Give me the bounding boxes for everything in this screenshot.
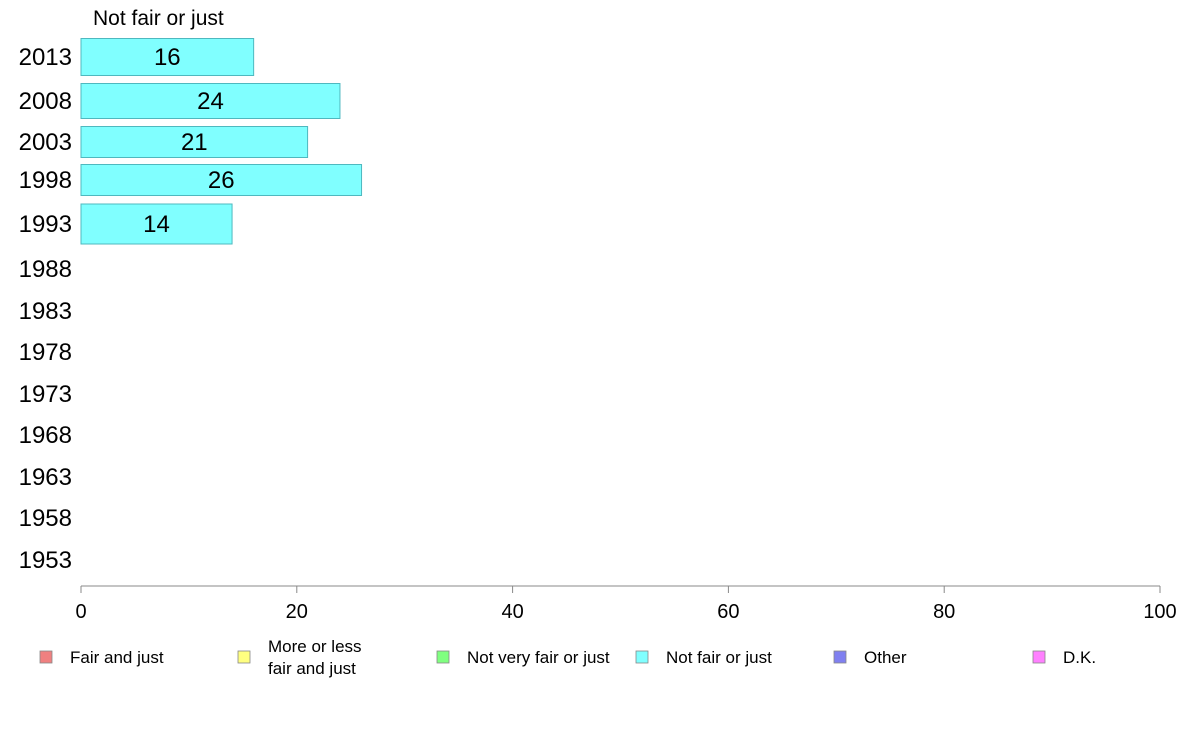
legend-swatch-fair-and-just — [39, 650, 53, 664]
x-tick-label-100: 100 — [1143, 601, 1176, 623]
bar-label-1998: 26 — [208, 167, 235, 194]
x-tick-label-40: 40 — [501, 601, 523, 623]
legend-label-not-very-fair-or-just: Not very fair or just — [467, 648, 610, 667]
legend: Fair and just More or less fair and just No… — [39, 637, 1096, 678]
legend-swatch-not-fair-or-just — [635, 650, 649, 664]
bar-2008 — [80, 83, 341, 119]
legend-label-not-fair-or-just: Not fair or just — [666, 648, 772, 667]
legend-label-fair-and-just: Fair and just — [70, 648, 164, 667]
year-label-1958: 1958 — [19, 505, 72, 532]
bar-2003 — [80, 126, 309, 158]
year-label-1968: 1968 — [19, 422, 72, 449]
bar-2013 — [80, 38, 255, 76]
bar-label-2008: 24 — [197, 88, 224, 115]
year-label-1998: 1998 — [19, 167, 72, 194]
x-tick-label-80: 80 — [933, 601, 955, 623]
year-label-1993: 1993 — [19, 211, 72, 238]
year-labels: 2013 2008 2003 1998 1993 1988 1983 1978 1973 1968… — [19, 44, 72, 574]
year-label-1973: 1973 — [19, 381, 72, 408]
year-label-1988: 1988 — [19, 256, 72, 283]
bar-label-2003: 21 — [181, 129, 208, 156]
year-label-2003: 2003 — [19, 129, 72, 156]
chart-title: Not fair or just — [93, 7, 224, 30]
legend-label-more-or-less-fair-and-just: More or less fair and just — [268, 637, 362, 678]
year-label-2013: 2013 — [19, 44, 72, 71]
legend-label-d-k: D.K. — [1063, 648, 1096, 667]
legend-swatch-d-k — [1032, 650, 1046, 664]
year-label-2008: 2008 — [19, 88, 72, 115]
x-axis: 0 20 40 60 80 100 — [75, 585, 1177, 623]
bar-1998 — [80, 164, 363, 196]
year-label-1963: 1963 — [19, 464, 72, 491]
bar-label-1993: 14 — [143, 211, 170, 238]
legend-swatch-more-or-less-fair-and-just — [237, 650, 251, 664]
legend-swatch-not-very-fair-or-just — [436, 650, 450, 664]
legend-label-other: Other — [864, 648, 907, 667]
bar-label-2013: 16 — [154, 44, 181, 71]
year-label-1978: 1978 — [19, 339, 72, 366]
bar-1993 — [80, 203, 233, 245]
year-label-1983: 1983 — [19, 298, 72, 325]
x-tick-label-20: 20 — [286, 601, 308, 623]
x-tick-label-60: 60 — [717, 601, 739, 623]
x-tick-label-0: 0 — [75, 601, 86, 623]
year-label-1953: 1953 — [19, 547, 72, 574]
legend-swatch-other — [833, 650, 847, 664]
